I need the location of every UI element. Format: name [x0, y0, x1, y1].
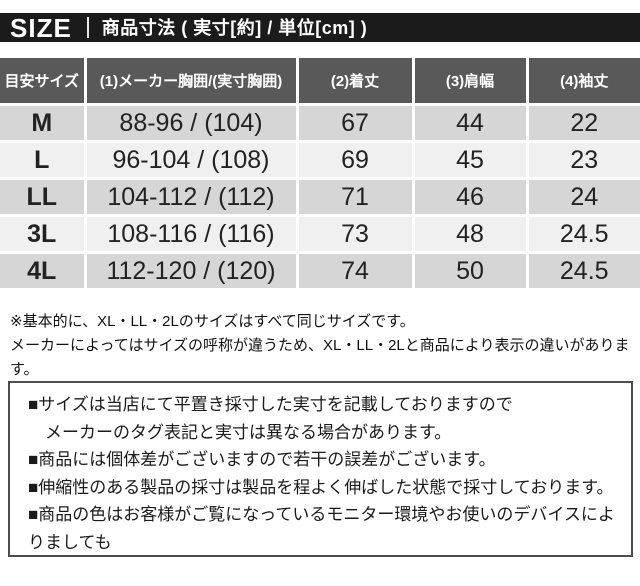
col-header-size: 目安サイズ	[0, 58, 87, 106]
cell-sleeve: 24	[527, 178, 640, 217]
cell-length: 71	[297, 178, 415, 217]
col-header-length: (2)着丈	[297, 58, 415, 106]
cell-chest: 108-116 / (116)	[85, 215, 299, 254]
cell-shoulder: 45	[413, 141, 529, 180]
cell-sleeve: 24.5	[527, 252, 640, 288]
size-table-body: M 88-96 / (104) 67 44 22 L 96-104 / (108…	[0, 104, 640, 288]
disclaimer-line-1: ■サイズは当店にて平置き採寸した実寸を記載しておりますので	[28, 395, 513, 414]
table-row-m: M 88-96 / (104) 67 44 22	[0, 104, 640, 143]
col-header-shoulder: (3)肩幅	[413, 58, 529, 106]
cell-size: 4L	[0, 252, 87, 288]
title-subtitle: 商品寸法 ( 実寸[約] / 単位[cm] )	[101, 17, 368, 38]
cell-sleeve: 23	[527, 141, 640, 180]
disclaimer-line-5: ■商品の色はお客様がご覧になっているモニター環境やお使いのデバイスによりましても	[28, 505, 615, 552]
disclaimer-box: ■サイズは当店にて平置き採寸した実寸を記載しておりますので メーカーのタグ表記と…	[8, 381, 633, 557]
disclaimer-line-4: ■伸縮性のある製品の採寸は製品を程よく伸ばした状態で採寸しております。	[28, 477, 614, 497]
cell-chest: 104-112 / (112)	[85, 178, 299, 217]
table-row-ll: LL 104-112 / (112) 71 46 24	[0, 178, 640, 217]
header-row: 目安サイズ (1)メーカー胸囲/(実寸胸囲) (2)着丈 (3)肩幅 (4)袖丈	[0, 58, 640, 106]
disclaimer-line-6: 実際の色味と多少異なる場合があります。あらかじめご了承くださいませ。	[28, 556, 617, 557]
table-row-3l: 3L 108-116 / (116) 73 48 24.5	[0, 215, 640, 254]
cell-shoulder: 50	[413, 252, 529, 288]
disclaimer-line-2: メーカーのタグ表記と実寸は異なる場合があります。	[45, 422, 452, 442]
table-row-4l: 4L 112-120 / (120) 74 50 24.5	[0, 252, 640, 288]
title-separator	[86, 17, 89, 38]
cell-chest: 88-96 / (104)	[85, 104, 299, 143]
cell-length: 69	[297, 141, 415, 180]
size-table-header: 目安サイズ (1)メーカー胸囲/(実寸胸囲) (2)着丈 (3)肩幅 (4)袖丈	[0, 58, 640, 106]
disclaimer-line-3: ■商品には個体差がございますので若干の誤差がございます。	[28, 450, 496, 469]
note-line-1: ※基本的に、XL・LL・2Lのサイズはすべて同じサイズです。	[10, 313, 415, 330]
size-title: SIZE	[10, 12, 72, 43]
cell-sleeve: 22	[527, 104, 640, 143]
cell-size: 3L	[0, 215, 87, 254]
size-table: 目安サイズ (1)メーカー胸囲/(実寸胸囲) (2)着丈 (3)肩幅 (4)袖丈…	[0, 58, 640, 288]
title-bar: SIZE 商品寸法 ( 実寸[約] / 単位[cm] )	[0, 13, 640, 42]
size-notes: ※基本的に、XL・LL・2Lのサイズはすべて同じサイズです。 メーカーによっては…	[10, 310, 635, 382]
cell-chest: 112-120 / (120)	[85, 252, 299, 288]
note-line-2: メーカーによってはサイズの呼称が違うため、XL・LL・2Lと商品により表示の違い…	[10, 337, 630, 378]
cell-shoulder: 46	[413, 178, 529, 217]
col-header-chest: (1)メーカー胸囲/(実寸胸囲)	[85, 58, 299, 106]
cell-shoulder: 48	[413, 215, 529, 254]
cell-size: L	[0, 141, 87, 180]
cell-length: 67	[297, 104, 415, 143]
cell-sleeve: 24.5	[527, 215, 640, 254]
cell-shoulder: 44	[413, 104, 529, 143]
cell-chest: 96-104 / (108)	[85, 141, 299, 180]
cell-length: 74	[297, 252, 415, 288]
cell-size: M	[0, 104, 87, 143]
table-row-l: L 96-104 / (108) 69 45 23	[0, 141, 640, 180]
cell-length: 73	[297, 215, 415, 254]
col-header-sleeve: (4)袖丈	[527, 58, 640, 106]
cell-size: LL	[0, 178, 87, 217]
